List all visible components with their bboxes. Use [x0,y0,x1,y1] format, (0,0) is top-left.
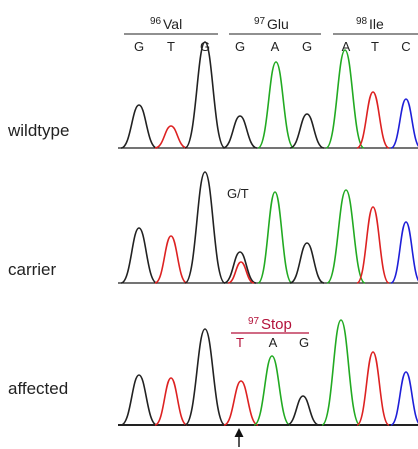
codon-97: 97 Glu G A G [229,16,321,54]
adenine-peak [257,61,295,149]
guanine-peak [184,41,226,149]
base-label: G [134,39,144,54]
row-label-carrier: carrier [8,260,57,279]
guanine-peak [286,395,320,426]
stop-codon-name: Stop [261,316,292,333]
guanine-peak [223,251,257,284]
codon-97-name: Glu [267,16,289,32]
cytosine-peak [390,371,418,426]
base-label: T [167,39,175,54]
guanine-peak [184,328,226,426]
guanine-peak [120,104,158,149]
chromatogram-trace-wildtype [118,41,418,149]
adenine-peak [257,191,293,284]
codon-98-name: Ile [369,16,384,32]
adenine-peak [253,355,291,426]
thymine-peak [356,351,390,426]
adenine-peak [326,189,366,284]
base-label: G [302,39,312,54]
row-label-wildtype: wildtype [7,121,69,140]
base-label: C [401,39,410,54]
chromatogram-trace-affected [118,319,418,426]
stop-codon-annotation: 97 Stop T A G [231,316,309,350]
codon-96: 96 Val G T G [124,16,218,54]
cytosine-peak [390,221,418,284]
stop-base-label: G [299,335,309,350]
stop-base-label: T [236,335,244,350]
base-label: G [235,39,245,54]
thymine-peak [154,125,188,149]
base-label: A [271,39,280,54]
base-label: G [200,39,210,54]
base-label: T [371,39,379,54]
codon-98: 98 Ile A T C [333,16,418,54]
codon-96-name: Val [163,16,182,32]
guanine-peak [289,242,325,284]
guanine-peak [120,374,158,426]
heterozygous-annotation: G/T [227,186,249,201]
codon-header: 96 Val G T G 97 Glu G A G 98 Ile A T C [124,16,418,54]
guanine-peak [289,113,325,149]
thymine-peak [227,261,255,284]
guanine-peak [120,227,158,284]
chromatogram-trace-carrier [118,171,418,284]
thymine-peak [154,235,188,284]
guanine-peak [222,115,258,149]
thymine-peak [356,91,390,149]
codon-97-number: 97 [254,16,266,27]
codon-96-number: 96 [150,16,162,27]
adenine-peak [321,319,361,426]
thymine-peak [223,380,259,426]
adenine-peak [325,49,365,149]
base-label: A [342,39,351,54]
cytosine-peak [390,98,418,149]
arrow-up-icon [234,428,244,447]
row-label-affected: affected [8,379,68,398]
guanine-peak [184,171,226,284]
thymine-peak [154,377,188,426]
thymine-peak [356,206,390,284]
codon-98-number: 98 [356,16,368,27]
stop-codon-number: 97 [248,316,260,327]
stop-base-label: A [269,335,278,350]
